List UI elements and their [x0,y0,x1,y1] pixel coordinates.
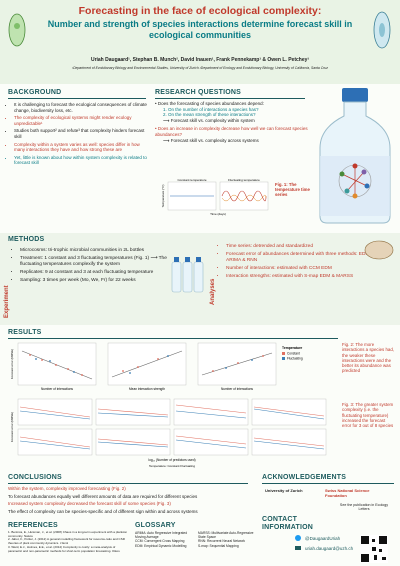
legend-label: Constant [287,352,300,356]
list-item: 2. Jabot, F., Pottier, J. (2012) A gener… [8,537,125,546]
microbe-icon [8,13,26,47]
list-item: The complexity of ecological systems mig… [14,115,150,126]
list-item: MARSS: Multivariate Auto-Regressive Stat… [198,531,254,540]
question: • Does the forecasting of species abunda… [155,101,264,106]
list-item: CCM: Convergent Cross Mapping [135,539,185,544]
list-item: EDM: Empirical Dynamic Modelling [135,543,187,548]
question: • Does an increase in complexity decreas… [155,126,308,137]
x-axis-label: log₁₀ (Number of predictors used) [148,458,195,462]
y-axis-label: Forecast error (RMSE) [10,412,14,442]
x-axis-label: Number of interactions [41,387,73,391]
section-heading: CONTACT INFORMATION [262,516,314,531]
x-axis-label: Mean interaction strength [129,387,165,391]
list-item: The effect of complexity can be species-… [8,508,198,514]
uzh-logo: University of Zurich [265,488,303,493]
analyses-label: Analyses [210,278,216,305]
list-item: 1. Beninca, E., Huisman, J., et al. (200… [8,530,128,538]
side-label: Analyses [210,250,220,315]
legend-swatch [282,352,285,355]
section-heading: REFERENCES [8,522,58,529]
analyses-list: Time series: detrended and standardized F… [220,244,376,282]
list-item: 1. On the number of interactions a speci… [163,106,259,112]
qr-code [360,535,388,563]
affiliations: ¹Department of Evolutionary Biology and … [72,66,328,70]
rule [262,483,394,484]
microbe-icon [364,240,394,260]
contact-icons [295,535,301,550]
legend-label: Fluctuating [287,357,303,361]
x-axis-label: Number of interactions [221,387,253,391]
microbe-icon [373,11,391,49]
legend-swatch [282,357,285,360]
figure-1: Constant temperature Fluctuating tempera… [161,178,269,216]
rule [8,98,146,99]
publication-note: See the publication in Ecology Letters [339,503,389,511]
glossary-list: ARIMA: Auto Regressive Integrated Moving… [135,531,195,548]
list-item: Increased system complexity decreased th… [8,501,171,507]
authors: Uriah Daugaard¹, Stephan B. Munch², Davi… [90,57,310,63]
figure-caption: Fig. 3: The greater system complexity (i… [342,402,394,429]
glossary-list: MARSS: Multivariate Auto-Regressive Stat… [198,531,258,548]
snsf-logo: Swiss National Science Foundation [325,488,370,498]
legend-title: Temperature [282,346,302,350]
list-item: It is challenging to forecast the ecolog… [14,102,150,113]
question-arrow: ⟶ Forecast skill vs. complexity within s… [163,117,255,123]
list-item: Forecast error of abundances determined … [226,252,376,264]
section-heading: RESEARCH QUESTIONS [155,89,242,96]
y-axis-label: Forecast error (RMSE) [10,349,14,379]
bottle-illustration [319,88,391,224]
list-item: Replicates: 9 at constant and 3 at each … [20,270,170,276]
conclusions-list: Within the system, complexity improved f… [8,486,248,516]
background-list: It is challenging to forecast the ecolog… [8,102,150,168]
list-item: ARIMA: Auto Regressive Integrated Moving… [135,531,188,540]
x-axis-label: Time (days) [210,212,226,216]
list-item: Within the system, complexity improved f… [8,486,126,491]
rule [155,98,305,99]
header-band [0,0,400,84]
list-item: Yet, little is known about how within sy… [14,155,150,166]
section-heading: BACKGROUND [8,89,62,96]
list-item: Number of interactions: estimated with C… [226,266,376,272]
list-item: RNN: Recurrent Neural Network [198,539,246,544]
figure-caption: Fig. 2: The more interactions a species … [342,342,394,374]
section-heading: GLOSSARY [135,522,176,529]
legend-line: Temperature: Constant Fluctuating [149,464,195,468]
references-list: 1. Beninca, E., Huisman, J., et al. (200… [8,530,128,553]
question-text: Does the forecasting of species abundanc… [157,101,264,106]
section-heading: METHODS [8,236,45,243]
twitter[interactable]: @DaugaardUriah [305,536,341,541]
list-item: 3. Ward, E.J., Holmes, E.E., et al. (201… [8,544,120,553]
section-heading: RESULTS [8,329,42,336]
bottles-icon [171,257,204,293]
rule [8,483,248,484]
list-item: Microcosms: tri-trophic microbial commun… [20,248,170,254]
y-axis-label: Temperature (°C) [161,184,165,207]
panel-title: Fluctuating temperature [228,178,260,182]
section-heading: ACKNOWLEDGEMENTS [262,474,347,481]
list-item: Sampling: 3 times per week (Mo, We, Fr) … [20,278,170,284]
list-item: Interaction strengths: estimated with S-… [226,274,376,280]
question-items: 1. On the number of interactions a speci… [155,107,315,118]
list-item: To forecast abundances equally well diff… [8,493,198,499]
experiment-label: Experiment [4,285,10,318]
section-heading: CONCLUSIONS [8,474,62,481]
panel-title: Constant temperature [177,178,206,182]
results-figures: Number of interactions Mean interaction … [10,342,327,468]
list-item: S-map: Sequential Mapping [198,543,239,548]
subtitle: Number and strength of species interacti… [47,19,353,40]
figure-caption: Fig. 1: The temperature time series [275,182,310,197]
list-item: 2. On the mean strength of these interac… [163,112,256,118]
research-questions: • Does the forecasting of species abunda… [155,101,315,143]
list-item: Treatment: 1 constant and 3 fluctuating … [20,256,170,268]
list-item: Complexity within a system varies as wel… [14,142,150,153]
rule [8,338,338,339]
title: Forecasting in the face of ecological co… [78,5,322,17]
question-arrow: ⟶ Forecast skill vs. complexity across s… [163,137,259,143]
experiment-list: Microcosms: tri-trophic microbial commun… [14,248,170,286]
email[interactable]: uriah.daugaard@uzh.ch [305,546,354,551]
list-item: Time series: detrended and standardized [226,244,376,250]
list-item: Studies both support² and refute³ that c… [14,128,150,139]
question-text: Does an increase in complexity decrease … [155,126,308,137]
